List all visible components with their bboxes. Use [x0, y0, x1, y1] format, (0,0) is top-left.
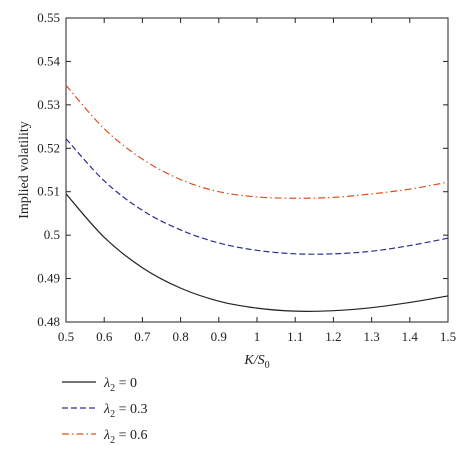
- x-tick-label: 0.6: [96, 329, 113, 344]
- x-tick-label: 1.5: [440, 329, 456, 344]
- legend-subscript: 2: [110, 383, 115, 394]
- y-tick-label: 0.53: [37, 97, 60, 112]
- legend-symbol: λ: [103, 376, 110, 391]
- legend-subscript: 2: [110, 435, 115, 446]
- x-tick-label: 1.2: [325, 329, 341, 344]
- legend-entry-1: λ2 = 0.3: [103, 402, 147, 420]
- x-tick-label: 0.8: [172, 329, 188, 344]
- x-axis-label-main: K/S: [243, 353, 264, 368]
- y-tick-label: 0.55: [37, 10, 60, 25]
- plot-area: 0.480.490.50.510.520.530.540.55 0.5 0.6 0.…: [37, 10, 456, 344]
- legend-symbol: λ: [103, 402, 110, 417]
- x-tick-label: 0.7: [134, 329, 151, 344]
- legend-entry-2: λ2 = 0.6: [103, 428, 147, 446]
- legend-subscript: 2: [110, 409, 115, 420]
- y-tick-label: 0.51: [37, 184, 60, 199]
- y-tick-label: 0.49: [37, 271, 60, 286]
- x-tick-label: 0.5: [58, 329, 74, 344]
- x-tick-label: 0.9: [211, 329, 227, 344]
- y-axis: 0.48 0.49 0.5 0.51 0.52 0.53 0.54 0.55: [37, 10, 448, 329]
- y-tick-label: 0.52: [37, 140, 60, 155]
- y-tick-label: 0.54: [37, 53, 60, 68]
- plot-frame: [65, 17, 449, 323]
- series-line-1: [65, 138, 449, 255]
- y-axis-label: Implied volatility: [17, 121, 32, 219]
- x-tick-label: 1.1: [287, 329, 303, 344]
- legend-value: = 0.3: [115, 402, 147, 417]
- series-lines: [65, 84, 449, 312]
- legend-value: = 0.6: [115, 428, 147, 443]
- legend-value: = 0: [115, 376, 137, 391]
- x-axis-label: K/S0: [243, 353, 269, 371]
- x-tick-label: 1: [254, 329, 261, 344]
- x-tick-label: 1.4: [402, 329, 419, 344]
- legend: λ2 = 0λ2 = 0.3λ2 = 0.6: [62, 376, 147, 446]
- legend-symbol: λ: [103, 428, 110, 443]
- series-line-2: [65, 84, 449, 199]
- x-tick-label: 1.3: [363, 329, 379, 344]
- legend-entry-0: λ2 = 0: [103, 376, 137, 394]
- x-axis: 0.5 0.6 0.7 0.8 0.9 1 1.1 1.2 1.3 1.4 1.5: [58, 18, 456, 344]
- y-tick-label: 0.5: [44, 227, 60, 242]
- y-tick-label: 0.48: [37, 314, 60, 329]
- series-line-0: [65, 193, 449, 312]
- x-axis-label-subscript: 0: [265, 360, 270, 371]
